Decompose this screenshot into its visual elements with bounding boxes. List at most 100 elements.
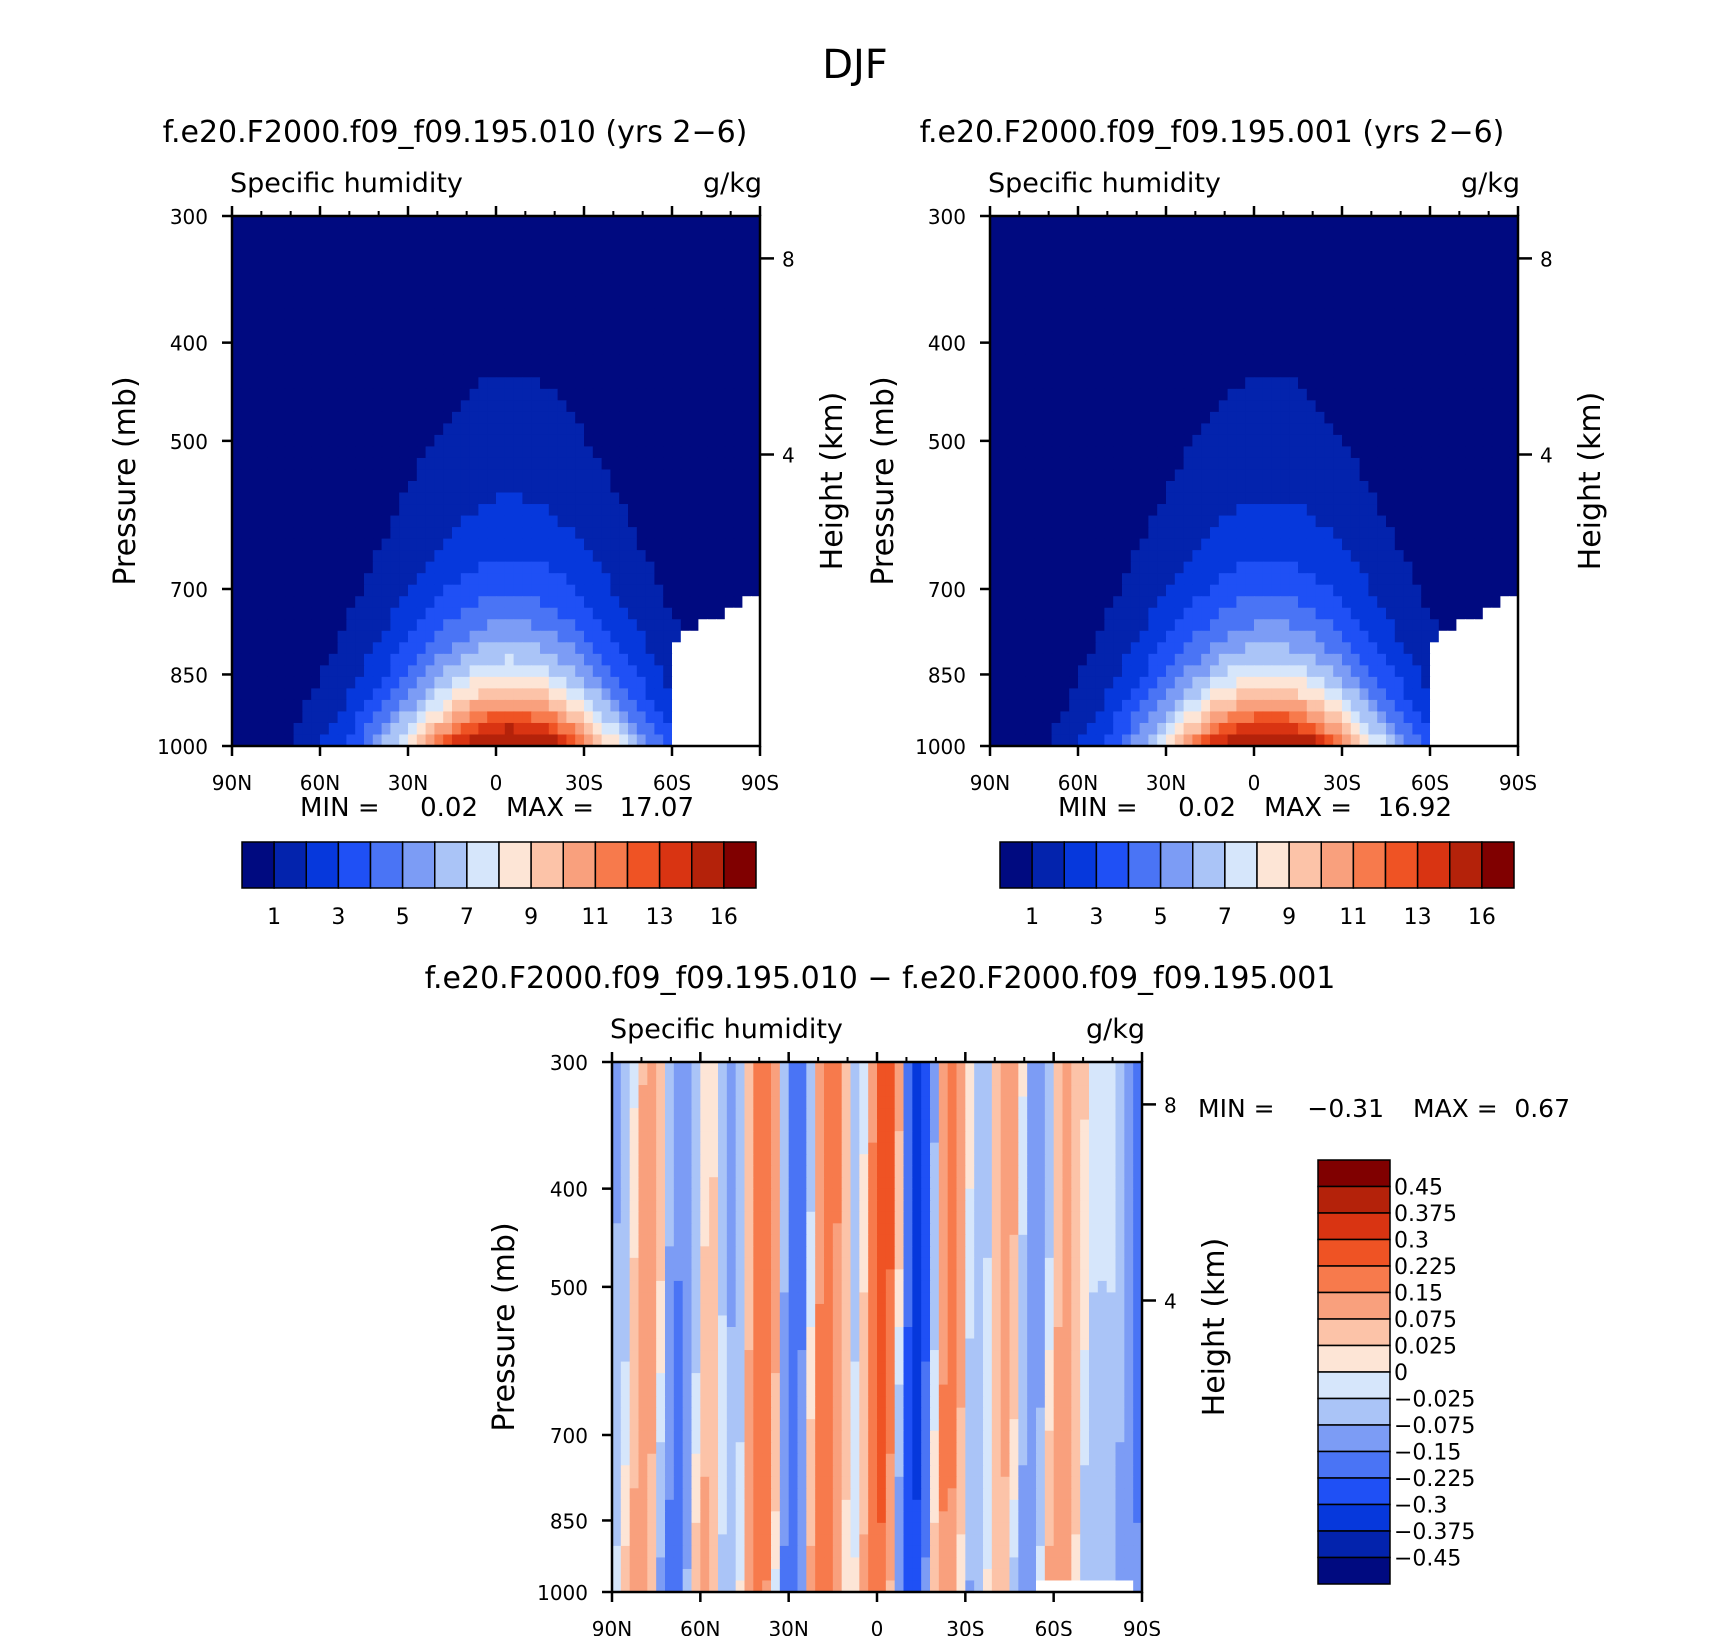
p1-field-cell [276, 319, 286, 332]
p1-field-cell [724, 469, 735, 482]
p1-field-cell [716, 584, 726, 597]
p1-field-cell [751, 227, 761, 240]
p1-field-cell [408, 227, 418, 240]
p1-field-cell [504, 411, 515, 424]
p2-field-cell [1218, 296, 1229, 309]
p1-field-cell [267, 527, 277, 540]
p1-field-cell [355, 492, 365, 505]
p1-field-cell [284, 273, 295, 286]
p2-field-cell [1447, 296, 1457, 309]
p1-field-cell [724, 342, 735, 355]
p1-field-cell [284, 411, 295, 424]
p1-field-cell [337, 596, 347, 609]
p2-field-cell [1324, 423, 1334, 436]
p2-field-cell [1386, 550, 1396, 563]
p1-field-cell [320, 354, 330, 367]
p1-field-cell [733, 573, 743, 586]
p1-field-cell [328, 481, 339, 494]
p2-field-cell [990, 423, 1000, 436]
p1-field-cell [443, 527, 453, 540]
p2-field-cell [1509, 457, 1519, 471]
p1-field-cell [293, 527, 303, 540]
p1-field-cell [416, 296, 427, 309]
p1-field-cell [452, 342, 462, 355]
p1-field-cell [381, 400, 391, 413]
p2-field-cell [1078, 504, 1088, 517]
p1-field-cell [557, 250, 567, 263]
p1-field-cell [707, 457, 717, 471]
p1-field-cell [232, 688, 242, 701]
p1-field-cell [460, 665, 471, 678]
p1-field-cell [584, 676, 594, 689]
p2-field-cell [1218, 250, 1229, 263]
p1-field-cell [311, 239, 321, 252]
p2-field-cell [1236, 365, 1246, 378]
p2-field-cell [1095, 561, 1105, 574]
p1-field-cell [698, 469, 708, 482]
p1-field-cell [672, 504, 682, 517]
p1-field-cell [522, 296, 532, 309]
p2-field-cell [1438, 457, 1449, 471]
p2-field-cell [1218, 273, 1229, 286]
p1-field-cell [381, 573, 391, 586]
p1-field-cell [232, 285, 242, 298]
p1-field-cell [601, 319, 611, 332]
p1-field-cell [284, 377, 295, 390]
p1-field-cell [742, 262, 752, 275]
p1-field-cell [610, 308, 620, 321]
p1-field-cell [232, 434, 242, 448]
p2-field-cell [1280, 446, 1290, 459]
p2-field-cell [1025, 469, 1035, 482]
p1-field-cell [566, 504, 576, 517]
p2-field-cell [1474, 285, 1484, 298]
p1-field-cell [408, 423, 418, 436]
p1-field-cell [408, 354, 418, 367]
p1-field-cell [557, 699, 567, 713]
p1-field-cell [452, 285, 462, 298]
p1-field-cell [267, 653, 277, 666]
p2-field-cell [1359, 411, 1369, 424]
p1-field-cell [619, 722, 629, 736]
p2-field-cell [1245, 596, 1255, 609]
p1-field-cell [469, 377, 479, 390]
p1-field-cell [372, 653, 383, 666]
p2-field-cell [1394, 596, 1405, 609]
p2-field-cell [1007, 446, 1017, 459]
p1-field-cell [716, 296, 726, 309]
p1-field-cell [689, 722, 699, 736]
p2-field-cell [1069, 388, 1079, 401]
p2-field-cell [1157, 365, 1167, 378]
p1-field-cell [276, 527, 286, 540]
p2-field-cell [1289, 354, 1299, 367]
p2-field-cell [1342, 285, 1352, 298]
p2-field-cell [1447, 596, 1457, 609]
p1-field-cell [328, 722, 339, 736]
p1-field-cell [337, 227, 347, 240]
p2-field-cell [1069, 411, 1079, 424]
p1-field-cell [311, 642, 321, 655]
p1-field-cell [601, 550, 611, 563]
p1-field-cell [390, 653, 400, 666]
p1-field-cell [584, 538, 594, 551]
p2-field-cell [1245, 342, 1255, 355]
p1-field-cell [293, 434, 303, 448]
p2-field-cell [1262, 308, 1273, 321]
p1-field-cell [742, 630, 752, 643]
p2-field-cell [1491, 227, 1501, 240]
p2-field-cell [1324, 434, 1334, 448]
p1-field-cell [416, 469, 427, 482]
p1-field-cell [390, 561, 400, 574]
p2-field-cell [1298, 492, 1308, 505]
p1-field-cell [249, 273, 259, 286]
p1-field-cell [698, 676, 708, 689]
p2-field-cell [1403, 331, 1413, 344]
p1-field-cell [346, 239, 356, 252]
p1-field-cell [557, 665, 567, 678]
p1-field-cell [672, 227, 682, 240]
p2-field-cell [1298, 411, 1308, 424]
p1-field-cell [487, 665, 497, 678]
p1-field-cell [707, 331, 717, 344]
p2-field-cell [1342, 227, 1352, 240]
p1-field-cell [390, 722, 400, 736]
p1-field-cell [575, 676, 585, 689]
